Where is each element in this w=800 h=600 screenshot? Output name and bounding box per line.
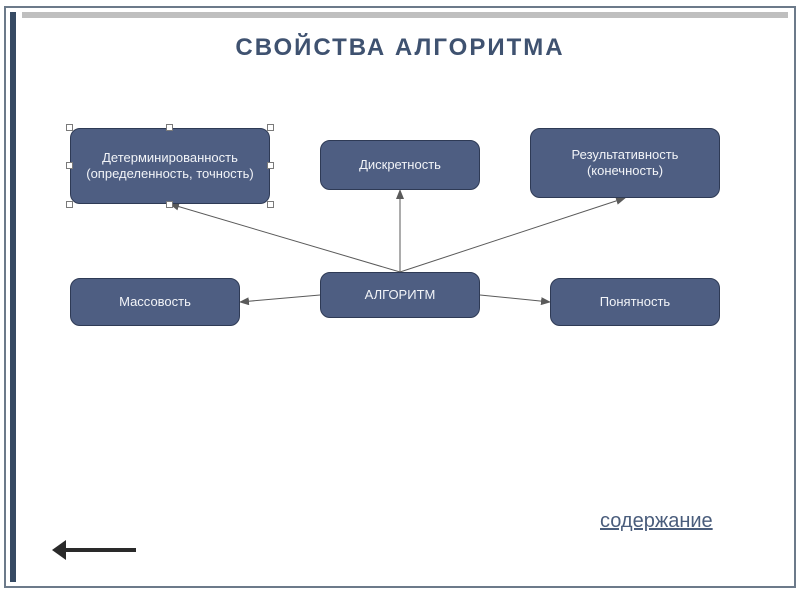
back-arrow-stem: [66, 548, 136, 552]
slide-title: СВОЙСТВА АЛГОРИТМА: [140, 34, 660, 62]
node-discrete-line0: Дискретность: [359, 157, 441, 173]
node-determinism-line0: Детерминированность: [102, 150, 238, 166]
accent-bar-top: [22, 12, 788, 18]
back-arrow-button[interactable]: [52, 540, 136, 560]
resize-handle-7[interactable]: [267, 201, 274, 208]
node-discrete[interactable]: Дискретность: [320, 140, 480, 190]
node-result[interactable]: Результативность(конечность): [530, 128, 720, 198]
resize-handle-1[interactable]: [166, 124, 173, 131]
resize-handle-6[interactable]: [166, 201, 173, 208]
node-mass[interactable]: Массовость: [70, 278, 240, 326]
node-algorithm-line0: АЛГОРИТМ: [365, 287, 436, 303]
node-determinism-line1: (определенность, точность): [86, 166, 254, 182]
node-mass-line0: Массовость: [119, 294, 191, 310]
resize-handle-3[interactable]: [66, 162, 73, 169]
resize-handle-0[interactable]: [66, 124, 73, 131]
contents-link[interactable]: содержание: [600, 510, 713, 533]
node-clarity-line0: Понятность: [600, 294, 670, 310]
resize-handle-2[interactable]: [267, 124, 274, 131]
node-determinism[interactable]: Детерминированность(определенность, точн…: [70, 128, 270, 204]
node-clarity[interactable]: Понятность: [550, 278, 720, 326]
resize-handle-5[interactable]: [66, 201, 73, 208]
back-arrow-head-icon: [52, 540, 66, 560]
resize-handle-4[interactable]: [267, 162, 274, 169]
node-result-line0: Результативность: [572, 147, 679, 163]
slide-stage: СВОЙСТВА АЛГОРИТМА Детерминированность(о…: [0, 0, 800, 600]
node-result-line1: (конечность): [587, 163, 663, 179]
node-algorithm[interactable]: АЛГОРИТМ: [320, 272, 480, 318]
accent-bar-left: [10, 12, 16, 582]
